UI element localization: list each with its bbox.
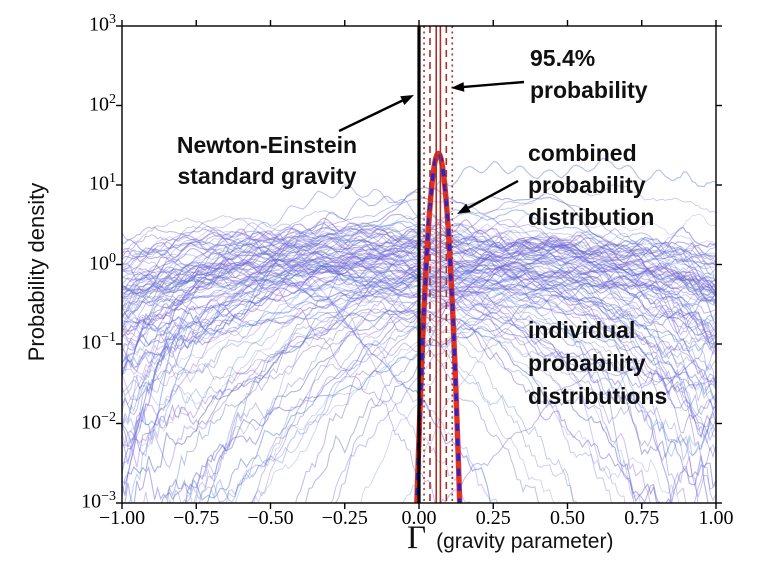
x-tick-label: 1.00 <box>698 507 734 529</box>
x-tick-label: 0.75 <box>624 507 660 529</box>
y-tick-label: 102 <box>89 91 116 116</box>
x-tick-label: −1.00 <box>98 507 146 529</box>
annotation-line: combined <box>528 140 637 166</box>
annotation-line: 95.4% <box>530 45 596 71</box>
annotation-arrow <box>463 80 525 89</box>
y-tick-label: 10−3 <box>81 489 116 513</box>
x-tick-label: −0.75 <box>173 507 220 529</box>
annotation-arrow <box>467 179 519 209</box>
x-tick-label: −0.25 <box>321 507 368 529</box>
annotation-newton-einstein: Newton-Einstein standard gravity <box>144 130 390 192</box>
annotation-arrowhead <box>451 82 465 92</box>
annotation-arrowhead <box>457 203 471 214</box>
y-tick-label: 100 <box>89 250 116 275</box>
annotation-individual-distributions: individual probability distributions <box>528 314 667 413</box>
annotation-line: Newton-Einstein <box>176 132 358 158</box>
annotation-line: probability <box>528 172 646 198</box>
annotation-combined-distribution: combined probability distribution <box>528 137 654 233</box>
y-tick-label: 101 <box>89 171 116 195</box>
annotation-line: probability <box>530 77 648 103</box>
annotation-arrow <box>338 99 403 133</box>
combined-distribution-curve-red <box>414 150 463 503</box>
x-axis-title: Γ (gravity parameter) <box>407 520 613 557</box>
x-axis-subtitle: (gravity parameter) <box>436 530 614 553</box>
gamma-symbol: Γ <box>407 520 427 556</box>
x-tick-label: 0.50 <box>550 507 585 529</box>
annotation-line: standard gravity <box>177 163 357 189</box>
x-tick-label: −0.50 <box>247 507 294 529</box>
annotation-95-4-probability: 95.4% probability <box>530 42 648 106</box>
annotation-arrowhead <box>400 95 414 105</box>
annotation-line: distributions <box>528 383 668 409</box>
x-tick-label: 0.00 <box>401 507 437 529</box>
y-tick-label: 10−1 <box>81 330 116 354</box>
y-tick-label: 103 <box>89 12 116 36</box>
annotation-line: distribution <box>528 204 655 230</box>
individual-distribution-curve <box>440 367 716 503</box>
y-tick-label: 10−2 <box>81 409 116 434</box>
annotation-line: individual <box>528 317 636 343</box>
annotation-line: probability <box>528 350 646 376</box>
x-tick-label: 0.25 <box>475 507 511 529</box>
